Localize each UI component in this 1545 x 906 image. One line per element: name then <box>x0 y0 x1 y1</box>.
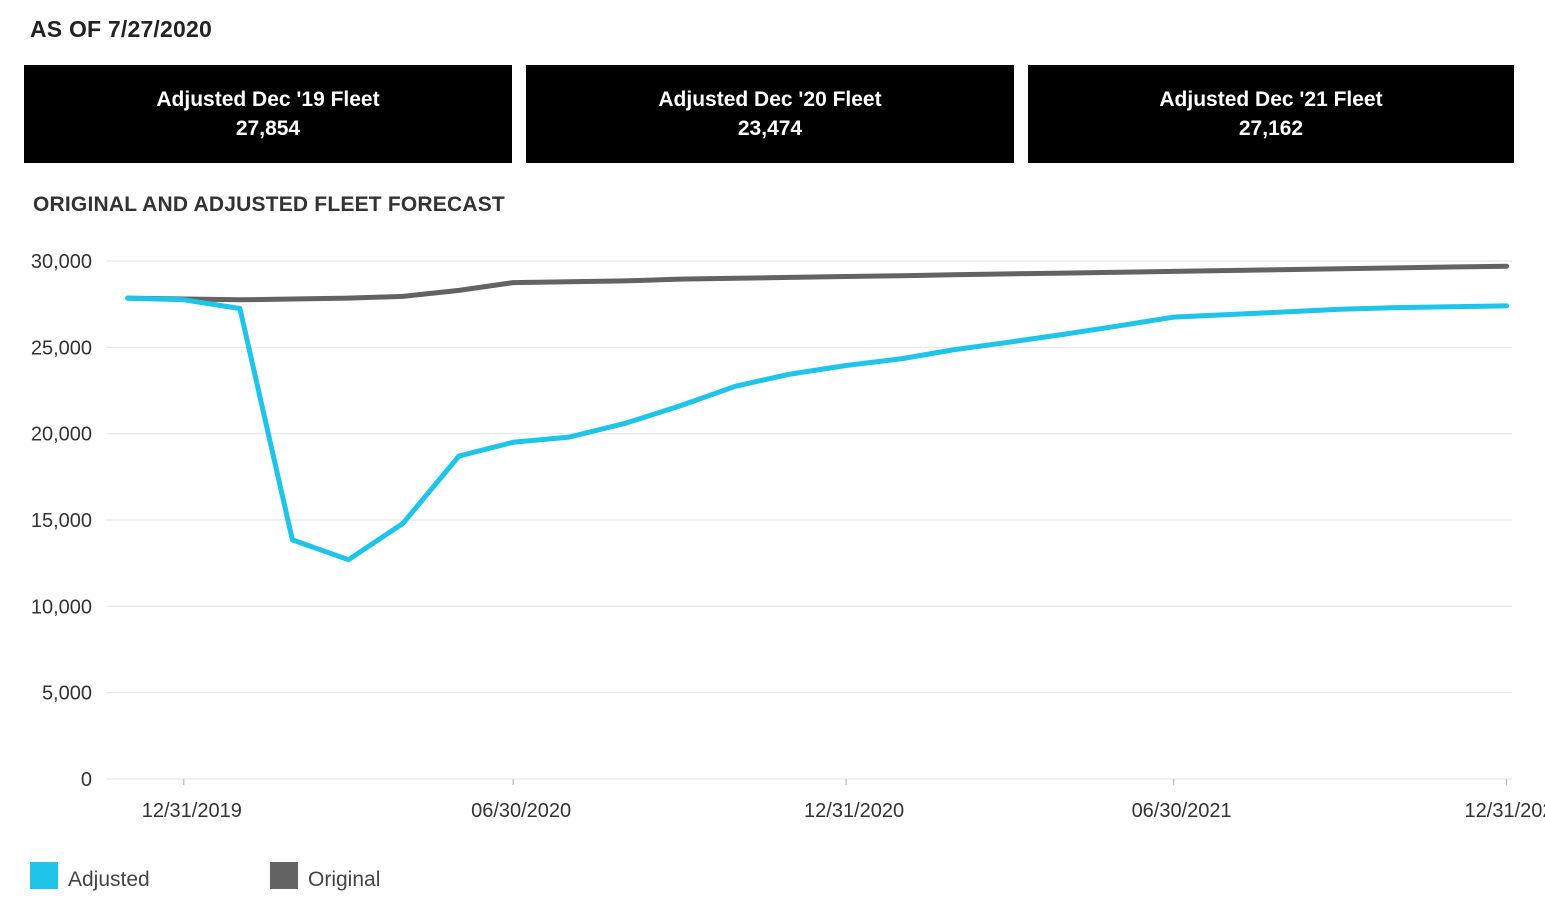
kpi-card-dec-19: Adjusted Dec '19 Fleet 27,854 <box>24 65 512 163</box>
x-tick-label: 12/31/2019 <box>142 800 242 822</box>
kpi-card-dec-20: Adjusted Dec '20 Fleet 23,474 <box>526 65 1014 163</box>
x-tick-label: 06/30/2021 <box>1132 800 1232 822</box>
as-of-date: AS OF 7/27/2020 <box>30 16 212 42</box>
legend-swatch-adjusted <box>30 862 58 889</box>
legend-swatch-original <box>270 862 298 889</box>
kpi-value: 27,162 <box>1238 117 1304 140</box>
y-tick-label: 30,000 <box>31 251 92 273</box>
kpi-label: Adjusted Dec '19 Fleet <box>156 88 380 111</box>
series-line-original <box>125 263 1510 303</box>
legend-label-original: Original <box>308 867 381 891</box>
x-tick-label: 06/30/2020 <box>471 800 571 822</box>
kpi-value: 23,474 <box>737 117 803 140</box>
legend-item-original: Original <box>270 862 381 891</box>
series-line-adjusted <box>125 295 1510 563</box>
y-tick-label: 5,000 <box>42 683 92 705</box>
legend-item-adjusted: Adjusted <box>30 862 150 891</box>
x-tick-label: 12/31/2021 <box>1465 800 1545 822</box>
kpi-value: 27,854 <box>235 117 301 140</box>
chart-title: ORIGINAL AND ADJUSTED FLEET FORECAST <box>33 193 505 216</box>
x-tick-label: 12/31/2020 <box>804 800 904 822</box>
kpi-label: Adjusted Dec '21 Fleet <box>1159 88 1383 111</box>
legend-label-adjusted: Adjusted <box>68 867 150 891</box>
fleet-forecast-chart: 0 5,000 10,000 15,000 20,000 25,000 30,000 12/3… <box>31 251 1545 822</box>
y-tick-label: 10,000 <box>31 596 92 618</box>
y-tick-label: 15,000 <box>31 510 92 532</box>
kpi-card-dec-21: Adjusted Dec '21 Fleet 27,162 <box>1028 65 1514 163</box>
y-tick-label: 20,000 <box>31 424 92 446</box>
y-tick-label: 0 <box>81 769 92 791</box>
y-tick-label: 25,000 <box>31 337 92 359</box>
kpi-label: Adjusted Dec '20 Fleet <box>658 88 882 111</box>
